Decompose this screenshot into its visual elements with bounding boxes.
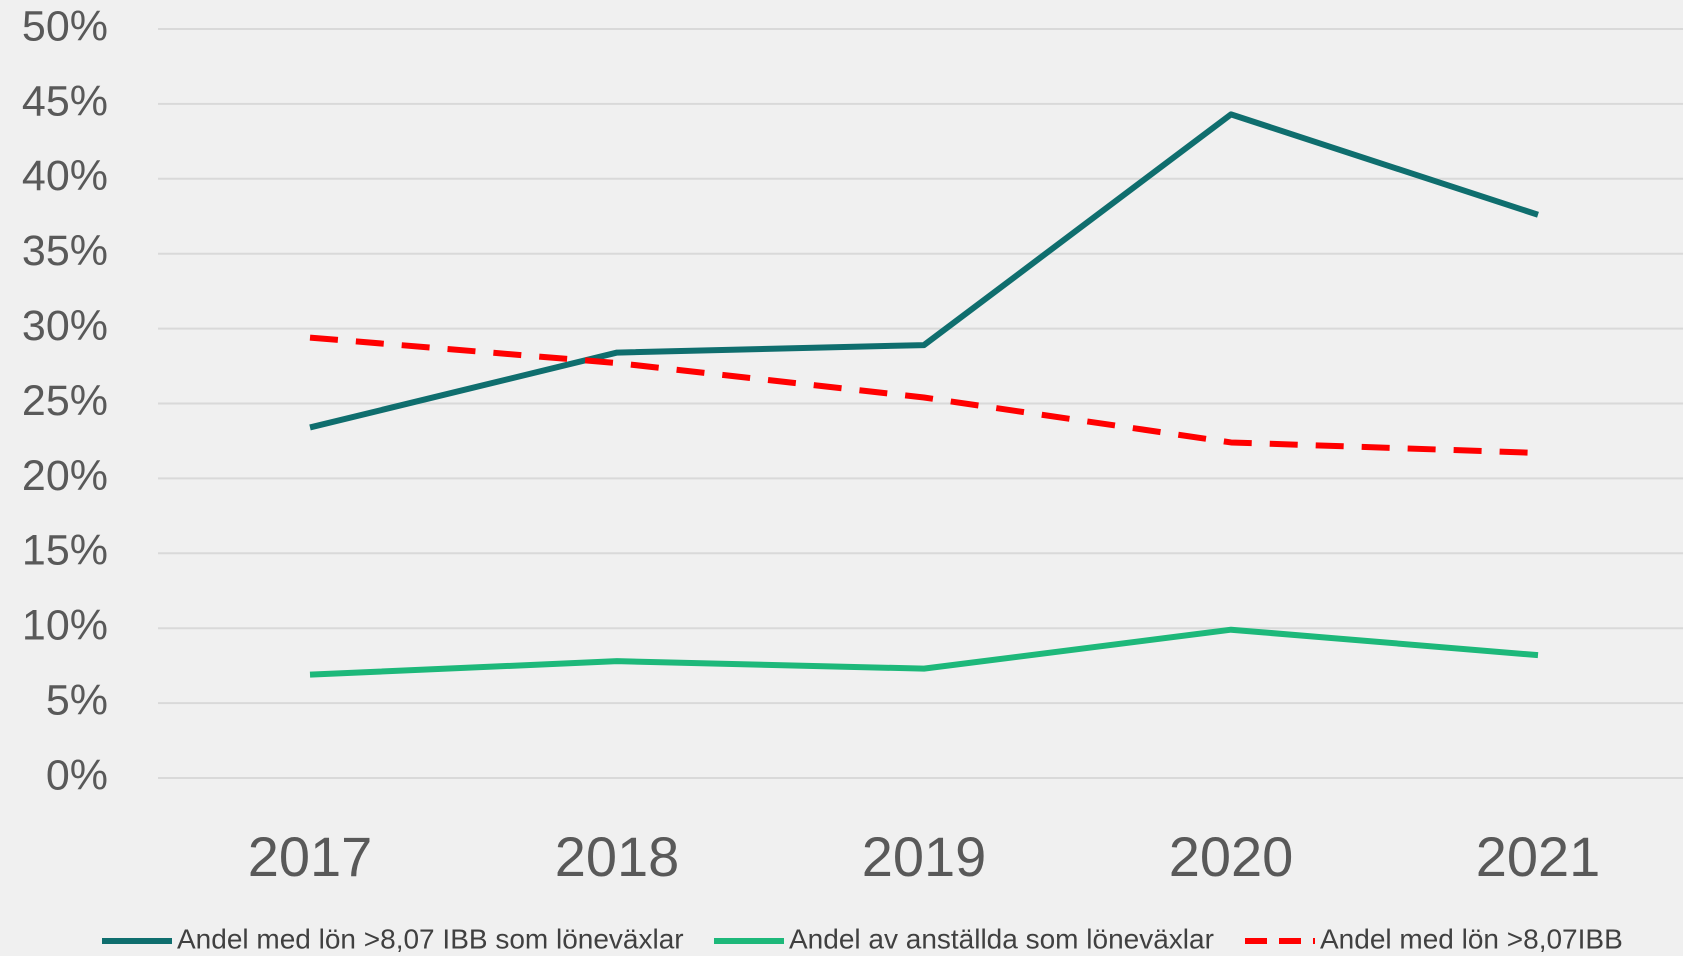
y-tick-label: 20% <box>22 452 108 500</box>
x-tick-label: 2019 <box>862 825 987 888</box>
y-tick-label: 40% <box>22 152 108 200</box>
x-tick-label: 2017 <box>248 825 373 888</box>
legend-label: Andel av anställda som löneväxlar <box>789 923 1214 954</box>
y-tick-label: 10% <box>22 602 108 650</box>
series-line <box>309 111 1539 431</box>
series-line <box>309 334 1539 456</box>
y-tick-label: 5% <box>46 676 108 724</box>
series-line <box>309 626 1539 678</box>
y-tick-label: 30% <box>22 302 108 350</box>
x-tick-label: 2021 <box>1476 825 1601 888</box>
y-tick-label: 45% <box>22 77 108 125</box>
y-tick-label: 25% <box>22 377 108 425</box>
x-tick-label: 2020 <box>1169 825 1294 888</box>
y-tick-label: 50% <box>22 2 108 50</box>
y-tick-label: 35% <box>22 227 108 275</box>
x-tick-label: 2018 <box>555 825 680 888</box>
y-tick-label: 15% <box>22 527 108 575</box>
y-tick-label: 0% <box>46 751 108 799</box>
legend-label: Andel med lön >8,07IBB <box>1320 923 1623 954</box>
legend-label: Andel med lön >8,07 IBB som löneväxlar <box>177 923 684 954</box>
